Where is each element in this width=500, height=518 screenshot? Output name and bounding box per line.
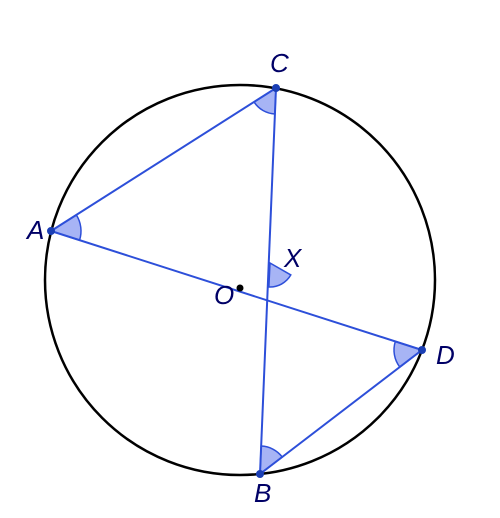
chord-AC (51, 88, 276, 231)
circle-chord-diagram: A B C D X O (0, 0, 500, 518)
label-X: X (283, 243, 303, 273)
center-point (237, 285, 244, 292)
label-O: O (214, 280, 234, 310)
label-C: C (270, 48, 289, 78)
chord-AD (51, 231, 422, 350)
label-B: B (254, 478, 271, 508)
main-circle (45, 85, 435, 475)
point-B (257, 471, 264, 478)
label-A: A (25, 215, 44, 245)
point-A (48, 228, 55, 235)
point-C (273, 85, 280, 92)
label-D: D (436, 340, 455, 370)
point-D (419, 347, 426, 354)
chord-BD (260, 350, 422, 474)
